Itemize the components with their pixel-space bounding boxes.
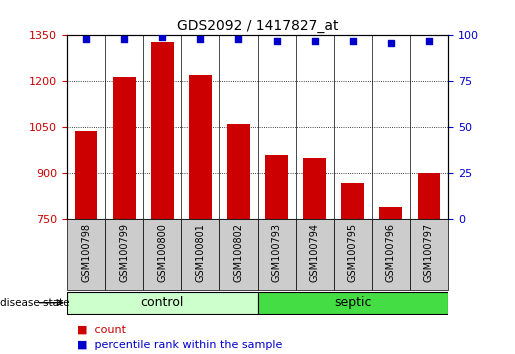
Point — [272, 38, 281, 44]
Point — [349, 38, 357, 44]
Text: GSM100795: GSM100795 — [348, 223, 358, 282]
Bar — [334, 219, 372, 290]
Text: ■  count: ■ count — [77, 325, 126, 335]
Bar — [105, 219, 143, 290]
Text: septic: septic — [334, 296, 371, 309]
Point — [234, 36, 243, 42]
Bar — [75, 131, 97, 219]
Bar — [219, 219, 258, 290]
Text: control: control — [141, 296, 184, 309]
Bar — [341, 183, 364, 219]
Bar — [113, 77, 135, 219]
Point — [196, 36, 204, 42]
Text: GSM100798: GSM100798 — [81, 223, 91, 282]
Bar — [303, 158, 326, 219]
Bar — [151, 41, 174, 219]
Text: GSM100801: GSM100801 — [195, 223, 205, 282]
Bar — [67, 219, 105, 290]
Bar — [143, 219, 181, 290]
Text: GSM100794: GSM100794 — [310, 223, 320, 282]
Text: disease state: disease state — [0, 298, 70, 308]
Bar — [227, 124, 250, 219]
Point — [311, 38, 319, 44]
Point — [82, 36, 90, 42]
Text: GSM100796: GSM100796 — [386, 223, 396, 282]
Bar — [296, 219, 334, 290]
Title: GDS2092 / 1417827_at: GDS2092 / 1417827_at — [177, 19, 338, 33]
Bar — [418, 173, 440, 219]
Bar — [380, 207, 402, 219]
Point — [425, 38, 433, 44]
Point — [120, 36, 128, 42]
Bar — [67, 292, 258, 314]
Text: GSM100802: GSM100802 — [233, 223, 244, 282]
Text: GSM100800: GSM100800 — [157, 223, 167, 282]
Bar — [258, 219, 296, 290]
Bar — [410, 219, 448, 290]
Text: GSM100799: GSM100799 — [119, 223, 129, 282]
Bar — [189, 75, 212, 219]
Text: GSM100797: GSM100797 — [424, 223, 434, 282]
Bar — [372, 219, 410, 290]
Point — [158, 34, 166, 40]
Point — [387, 40, 395, 46]
Bar — [181, 219, 219, 290]
Text: ■  percentile rank within the sample: ■ percentile rank within the sample — [77, 341, 283, 350]
Text: GSM100793: GSM100793 — [271, 223, 282, 282]
Bar — [258, 292, 448, 314]
Bar — [265, 155, 288, 219]
